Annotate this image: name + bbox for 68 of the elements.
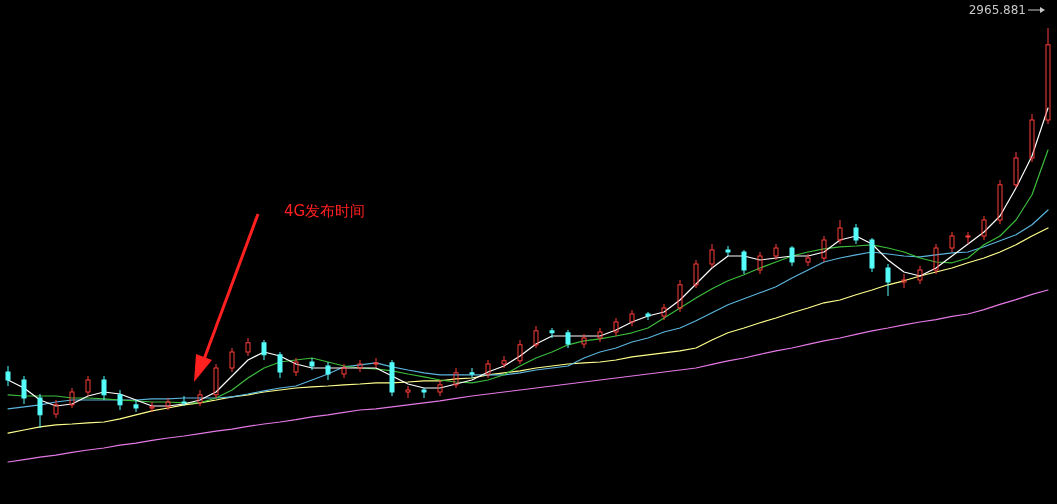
- candlestick: [629, 309, 635, 327]
- candlestick: [597, 327, 603, 343]
- candlestick: [565, 329, 571, 349]
- candlestick: [261, 339, 267, 361]
- candlestick: [933, 243, 939, 275]
- candlestick: [613, 317, 619, 337]
- candlestick: [1013, 151, 1019, 189]
- candlestick: [405, 385, 411, 399]
- candlestick: [197, 389, 203, 407]
- candlestick: [773, 243, 779, 261]
- candlestick: [453, 367, 459, 389]
- candlestick: [389, 359, 395, 397]
- candlestick: [997, 179, 1003, 225]
- candlestick: [533, 325, 539, 349]
- candlestick: [357, 359, 363, 373]
- candlestick: [1029, 113, 1035, 163]
- text: 2965.881: [968, 3, 1026, 17]
- candlestick: [917, 265, 923, 285]
- candlestick: [245, 337, 251, 357]
- candlestick: [677, 279, 683, 313]
- candlestick: [789, 245, 795, 267]
- candlestick: [501, 355, 507, 369]
- candlestick: [469, 367, 475, 379]
- candlestick: [5, 365, 11, 387]
- candlestick: [117, 389, 123, 411]
- candlestick: [53, 399, 59, 419]
- candlestick: [293, 357, 299, 377]
- candlestick: [517, 339, 523, 365]
- candlestick: [885, 263, 891, 297]
- candlestick: [869, 237, 875, 273]
- candlestick: [645, 311, 651, 321]
- candlestick: [901, 273, 907, 289]
- candlestick: [485, 359, 491, 379]
- candlestick: [949, 231, 955, 253]
- candlestick: [821, 235, 827, 263]
- candlestick: [693, 259, 699, 289]
- candlestick: [85, 375, 91, 397]
- annotation: 4G发布时间: [284, 202, 366, 220]
- candlestick: [69, 387, 75, 409]
- candlestick: [725, 245, 731, 257]
- candlestick: [757, 251, 763, 275]
- candlestick: [805, 253, 811, 267]
- candlestick: [325, 361, 331, 381]
- candlestick: [373, 357, 379, 369]
- candlestick: [421, 387, 427, 399]
- candlestick: [277, 351, 283, 379]
- candlestick: [133, 399, 139, 413]
- candlestick: [709, 243, 715, 269]
- candlestick: [37, 393, 43, 429]
- candlestick: [101, 375, 107, 401]
- candlestick: [661, 303, 667, 321]
- candlestick: [341, 363, 347, 379]
- candlestick: [1045, 27, 1051, 125]
- candlestick: [853, 223, 859, 245]
- candlestick: [437, 379, 443, 397]
- candlestick: [165, 397, 171, 411]
- candlestick: [581, 333, 587, 349]
- candlestick: [181, 395, 187, 407]
- candlestick: [549, 327, 555, 339]
- candlestick: [741, 249, 747, 275]
- candlestick: [213, 363, 219, 399]
- candlestick: [965, 231, 971, 245]
- candlestick: [149, 401, 155, 413]
- candlestick: [981, 215, 987, 241]
- candlestick: [229, 347, 235, 373]
- candlestick: [837, 219, 843, 245]
- candlestick: [309, 357, 315, 371]
- candlestick: [21, 375, 27, 405]
